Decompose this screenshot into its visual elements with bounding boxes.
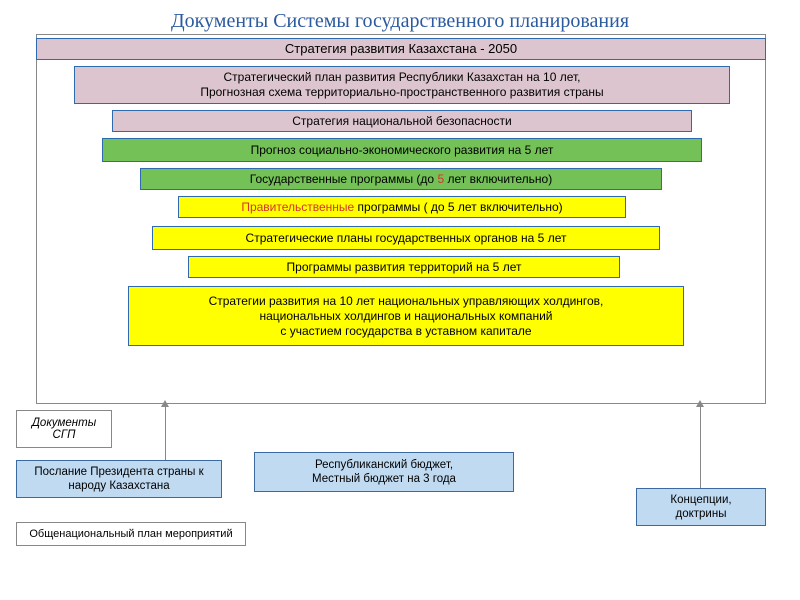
connector-doctrines bbox=[700, 404, 701, 488]
tier-1: Стратегический план развития Республики … bbox=[74, 66, 730, 104]
sgp-documents-label: ДокументыСГП bbox=[16, 410, 112, 448]
tier-7: Программы развития территорий на 5 лет bbox=[188, 256, 620, 278]
tier-text-4: Государственные программы (до 5 лет вклю… bbox=[250, 172, 552, 187]
tier-4: Государственные программы (до 5 лет вклю… bbox=[140, 168, 662, 190]
doctrines-box: Концепции,доктрины bbox=[636, 488, 766, 526]
tier-text-7: Программы развития территорий на 5 лет bbox=[287, 260, 522, 275]
tier-3: Прогноз социально-экономического развити… bbox=[102, 138, 702, 162]
tier-6: Стратегические планы государственных орг… bbox=[152, 226, 660, 250]
tier-text-5: Правительственные программы ( до 5 лет в… bbox=[241, 200, 562, 215]
connector bbox=[165, 404, 166, 460]
sgp-text: ДокументыСГП bbox=[32, 417, 96, 441]
tier-text-2: Стратегия национальной безопасности bbox=[292, 114, 512, 129]
nation-plan-text: Общенациональный план мероприятий bbox=[29, 528, 232, 540]
arrow-up-doctrines bbox=[696, 400, 704, 407]
tier-text-8: Стратегии развития на 10 лет национальны… bbox=[209, 294, 604, 339]
tier-text-1: Стратегический план развития Республики … bbox=[200, 70, 603, 100]
doctrines-text: Концепции,доктрины bbox=[670, 493, 731, 522]
budget-text: Республиканский бюджет,Местный бюджет на… bbox=[312, 458, 456, 487]
tier-2: Стратегия национальной безопасности bbox=[112, 110, 692, 132]
arrow-up bbox=[161, 400, 169, 407]
tier-0: Стратегия развития Казахстана - 2050 bbox=[36, 38, 766, 60]
tier-text-6: Стратегические планы государственных орг… bbox=[246, 231, 567, 246]
tier-8: Стратегии развития на 10 лет национальны… bbox=[128, 286, 684, 346]
nation-plan-box: Общенациональный план мероприятий bbox=[16, 522, 246, 546]
budget-box: Республиканский бюджет,Местный бюджет на… bbox=[254, 452, 514, 492]
poslanie-text: Послание Президента страны кнароду Казах… bbox=[34, 465, 203, 494]
tier-text-0: Стратегия развития Казахстана - 2050 bbox=[285, 41, 517, 57]
tier-text-3: Прогноз социально-экономического развити… bbox=[251, 143, 554, 158]
poslanie-box: Послание Президента страны кнароду Казах… bbox=[16, 460, 222, 498]
tier-5: Правительственные программы ( до 5 лет в… bbox=[178, 196, 626, 218]
